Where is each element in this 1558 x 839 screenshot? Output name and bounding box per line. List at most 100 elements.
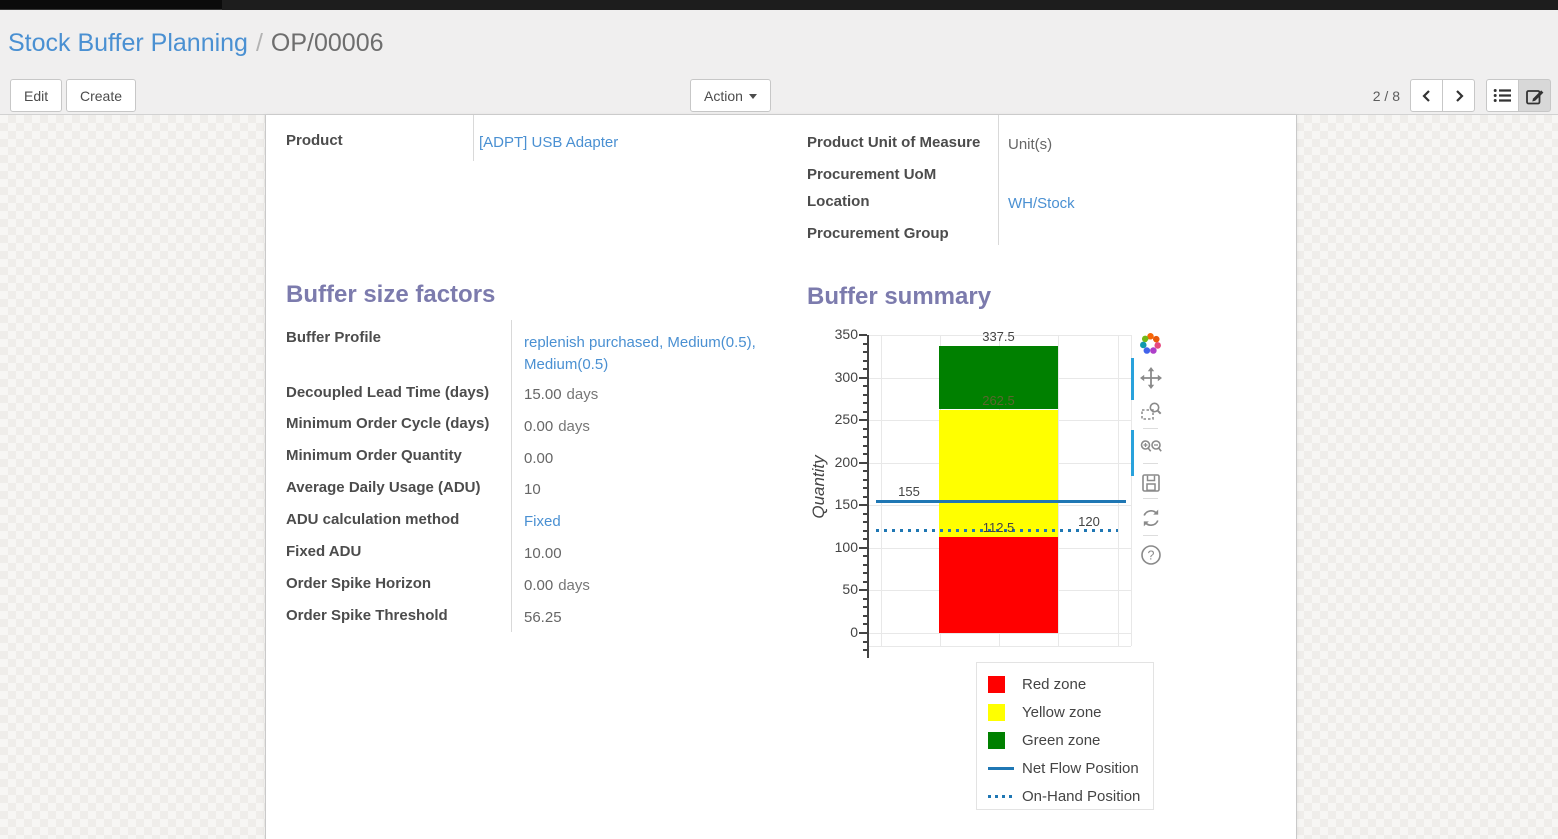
legend-item-on-hand-position[interactable]: On-Hand Position [977,782,1153,810]
svg-text:?: ? [1147,549,1154,563]
pan-button[interactable] [1137,365,1164,392]
modebar-separator [1143,498,1158,499]
pager-buttons [1410,79,1475,112]
gridline-h [867,547,1131,549]
field-label-min-order-qty: Minimum Order Quantity [286,447,462,464]
field-label-adu: Average Daily Usage (ADU) [286,479,481,496]
legend-item-net-flow-position[interactable]: Net Flow Position [977,754,1153,782]
legend-symbol [988,675,1015,693]
gridline-h [867,420,1131,422]
reset-axes-button[interactable] [1137,505,1164,532]
modebar-separator [1143,463,1158,464]
minor-tick [863,359,867,362]
edit-button[interactable]: Edit [10,79,63,112]
minor-tick [863,597,867,600]
legend-label: Yellow zone [1022,703,1102,721]
field-value-product-link[interactable]: [ADPT] USB Adapter [479,134,619,151]
zone-red-zone [939,537,1058,633]
help-button[interactable]: ? [1137,542,1164,569]
field-label-buffer-profile: Buffer Profile [286,329,382,346]
chart-annotation: 337.5 [982,328,1015,344]
field-value-buffer-profile-link[interactable]: replenish purchased, Medium(0.5), Medium… [524,334,756,373]
field-label-order-spike-horizon: Order Spike Horizon [286,575,432,592]
field-label-order-spike-threshold: Order Spike Threshold [286,607,448,624]
plotly-logo-button[interactable] [1137,330,1164,357]
pager-next-button[interactable] [1442,79,1475,112]
action-dropdown-button[interactable]: Action [690,79,771,112]
legend-label: Red zone [1022,675,1087,693]
save-button[interactable] [1137,470,1164,497]
legend-label: Green zone [1022,731,1101,749]
breadcrumb-parent-link[interactable]: Stock Buffer Planning [8,29,248,57]
breadcrumb: Stock Buffer Planning / OP/00006 [8,29,384,58]
section-title-buffer-size-factors: Buffer size factors [286,281,496,308]
group-separator [511,320,512,632]
chevron-right-icon [1455,89,1464,102]
view-switcher [1486,79,1551,112]
gridline-v [999,335,1000,646]
minor-tick [863,342,867,345]
minor-tick [863,649,867,652]
legend-symbol [988,731,1015,749]
form-view-button[interactable] [1518,79,1551,112]
pager-value[interactable]: 2 / 8 [1372,88,1400,104]
gridline-v [881,335,882,646]
group-separator [473,115,474,161]
box-zoom-button[interactable] [1137,399,1164,426]
legend-item-yellow-zone[interactable]: Yellow zone [977,698,1153,726]
edit-form-icon [1526,90,1544,105]
floppy-save-icon [1141,474,1160,492]
chart-annotation: 120 [1078,513,1100,529]
field-value-adu-method-link[interactable]: Fixed [524,513,561,530]
line-on-hand-position [876,529,1118,533]
breadcrumb-separator: / [255,29,263,57]
minor-tick [863,478,867,481]
minor-tick [863,427,867,430]
minor-tick [863,623,867,626]
field-value-product-uom: Unit(s) [1008,136,1053,153]
minor-tick [863,580,867,583]
major-tick [859,589,867,592]
minor-tick [863,351,867,354]
gridline-h [867,633,1131,634]
y-tick-label: 350 [834,326,858,342]
chart-annotation: 155 [898,484,920,500]
create-button[interactable]: Create [66,79,137,112]
field-value-location-link[interactable]: WH/Stock [1008,195,1075,212]
legend-symbol [988,703,1015,721]
y-axis-line [867,335,869,658]
gridline-v [940,335,941,646]
field-label-adu-method: ADU calculation method [286,511,460,528]
minor-tick [863,521,867,524]
minor-tick [863,470,867,473]
gridline-h [867,590,1131,592]
zoom-in-out-icon [1140,440,1162,452]
list-icon [1493,89,1511,102]
legend-item-red-zone[interactable]: Red zone [977,670,1153,698]
plot-bottom-edge [867,646,1131,647]
control-panel: Stock Buffer Planning / OP/00006 Edit Crea… [0,10,1558,115]
minor-tick [863,529,867,532]
list-view-button[interactable] [1486,79,1519,112]
field-label-location: Location [807,193,870,210]
minor-tick [863,555,867,558]
pager-previous-button[interactable] [1410,79,1443,112]
field-label-dlt: Decoupled Lead Time (days) [286,384,490,401]
field-value-order-spike-threshold: 56.25 [524,609,562,626]
major-tick [859,504,867,507]
help-icon: ? [1140,545,1161,565]
line-net-flow-position [876,499,1126,503]
legend-item-green-zone[interactable]: Green zone [977,726,1153,754]
group-separator [998,115,999,245]
box-zoom-icon [1140,402,1161,420]
field-value-dlt: 15.00 days [524,386,599,403]
minor-tick [863,572,867,575]
breadcrumb-current: OP/00006 [270,29,384,57]
modebar-separator [1143,535,1158,536]
top-menu-bar-segment [0,0,222,10]
minor-tick [863,402,867,405]
chart-legend: Red zone Yellow zone Green zone Net Flow Po… [976,662,1154,810]
zoom-in-out-button[interactable] [1137,434,1164,461]
caret-down-icon [748,93,757,99]
